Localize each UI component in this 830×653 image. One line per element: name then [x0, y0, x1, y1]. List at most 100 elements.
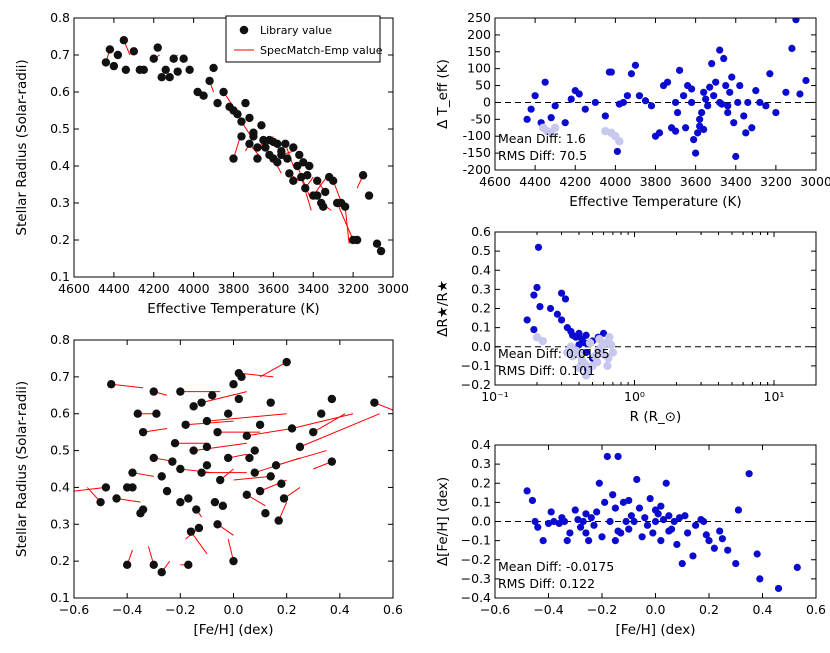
library-point: [250, 468, 259, 477]
data-point: [724, 102, 732, 110]
library-point: [229, 106, 238, 115]
data-point: [560, 517, 569, 526]
library-point: [112, 494, 121, 503]
data-point: [598, 533, 606, 541]
y-tick-label: 250: [467, 10, 491, 25]
data-point: [670, 517, 678, 526]
specmatch-segment: [344, 206, 350, 244]
data-point: [638, 533, 646, 541]
library-point: [219, 87, 228, 97]
y-tick-label: -200: [463, 162, 491, 177]
data-point: [708, 60, 716, 68]
legend: Library value SpecMatch-Emp value: [225, 15, 383, 63]
library-point: [313, 191, 322, 200]
y-tick-label: 0.2: [471, 301, 491, 316]
data-point: [547, 508, 555, 516]
data-point: [774, 584, 783, 593]
data-point: [722, 81, 730, 90]
data-point: [534, 523, 542, 531]
library-point: [271, 461, 281, 470]
x-tick-label: −0.2: [587, 602, 617, 617]
panel-delta-radius: 10⁻¹ 10⁰ 10¹ −0.2 −0.1 0.0 0.1 0.2 0.3 0.4 0.5 0.6 R…: [435, 224, 817, 425]
data-point: [579, 517, 587, 526]
data-point: [655, 129, 664, 137]
x-tick-label: −0.6: [59, 602, 89, 617]
y-tick-label: 0: [483, 94, 491, 109]
x-tick-label: 3800: [218, 281, 250, 296]
data-point: [792, 18, 800, 24]
data-point: [647, 102, 656, 110]
data-point: [611, 537, 619, 545]
library-point: [299, 158, 308, 167]
data-point: [692, 521, 700, 529]
data-point: [772, 108, 780, 117]
faded-point: [605, 332, 614, 342]
data-point: [793, 563, 801, 572]
data-point: [631, 61, 640, 69]
data-point: [745, 470, 753, 478]
mean-diff-text: Mean Diff: 0.0185: [498, 346, 610, 361]
data-point: [673, 540, 681, 549]
library-point: [197, 398, 206, 407]
library-point: [169, 54, 178, 63]
library-point: [107, 380, 116, 389]
library-point: [340, 202, 350, 211]
library-point: [277, 147, 286, 156]
library-point: [157, 73, 166, 82]
data-point: [753, 550, 761, 558]
data-point: [567, 95, 575, 103]
data-point: [625, 525, 633, 533]
library-point: [186, 527, 196, 536]
data-point: [641, 514, 649, 522]
library-point: [327, 394, 337, 404]
library-point: [223, 453, 233, 463]
library-point: [173, 67, 182, 76]
library-point: [157, 472, 166, 481]
library-point: [149, 387, 158, 396]
library-point: [321, 187, 330, 197]
data-point: [627, 70, 636, 78]
data-point: [734, 506, 743, 514]
data-point: [679, 92, 688, 100]
x-tick-label: 0.0: [646, 602, 666, 617]
specmatch-segment: [312, 413, 346, 433]
data-point: [611, 504, 619, 512]
y-tick-label: −0.1: [461, 533, 491, 548]
x-tick-label: 0.0: [224, 602, 244, 617]
data-point: [756, 98, 764, 107]
panel-delta-feh: −0.6 −0.4 −0.2 0.0 0.2 0.4 0.6−0.4−0.3−0.2−0.1…: [435, 437, 826, 638]
library-point: [313, 176, 322, 185]
rms-diff-text: RMS Diff: 70.5: [498, 148, 587, 163]
specmatch-segment: [233, 475, 271, 481]
data-point: [752, 87, 760, 95]
library-point: [261, 143, 270, 152]
library-point: [281, 139, 290, 148]
data-point: [724, 108, 732, 117]
data-point: [720, 54, 728, 63]
library-point: [328, 176, 338, 185]
data-point: [704, 102, 712, 110]
x-tick-label: 0.2: [277, 602, 297, 617]
library-point: [152, 409, 161, 418]
data-point: [651, 506, 660, 514]
y-tick-label: 0.5: [471, 243, 491, 258]
y-tick-label: 0.3: [50, 516, 70, 531]
library-point: [265, 150, 274, 160]
data-point: [587, 514, 595, 522]
data-point: [530, 291, 538, 299]
data-point: [523, 487, 531, 495]
library-point: [105, 45, 115, 54]
faded-point: [615, 137, 624, 146]
faded-point: [563, 348, 572, 357]
library-point: [122, 560, 132, 570]
plot-area: [74, 357, 393, 577]
library-point: [149, 54, 158, 63]
y-tick-label: 0.4: [471, 262, 491, 277]
data-point: [698, 108, 706, 117]
data-point: [681, 124, 690, 132]
data-point: [802, 76, 810, 85]
library-point: [273, 158, 282, 167]
data-point: [688, 98, 696, 107]
data-point: [675, 66, 684, 74]
y-axis-label: Δ[Fe/H] (dex): [435, 477, 451, 566]
